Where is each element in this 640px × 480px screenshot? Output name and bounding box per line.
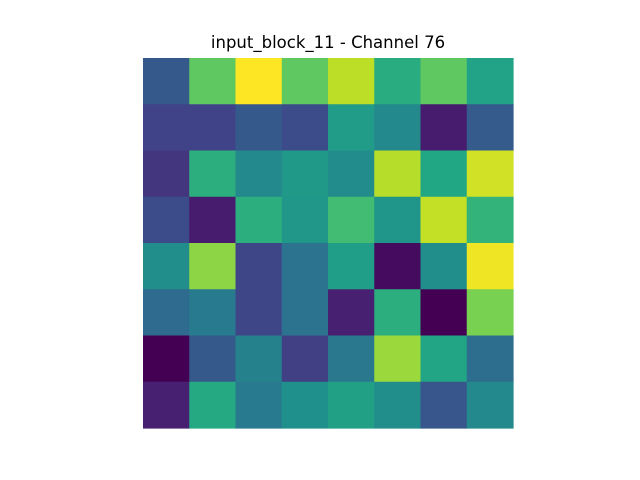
heatmap-cell-r0-c2 bbox=[235, 58, 283, 105]
heatmap-cell-r2-c5 bbox=[374, 150, 422, 198]
heatmap-cell-r5-c2 bbox=[235, 289, 283, 337]
heatmap-cell-r7-c1 bbox=[189, 381, 237, 429]
heatmap-cell-r0-c3 bbox=[281, 58, 329, 105]
heatmap-cell-r5-c1 bbox=[189, 289, 237, 337]
heatmap-cell-r1-c1 bbox=[189, 104, 237, 152]
heatmap-cell-r6-c5 bbox=[374, 335, 422, 383]
heatmap-cell-r5-c0 bbox=[143, 289, 190, 337]
heatmap-cell-r5-c3 bbox=[281, 289, 329, 337]
heatmap-cell-r1-c3 bbox=[281, 104, 329, 152]
heatmap-cell-r4-c2 bbox=[235, 243, 283, 290]
heatmap-cell-r5-c5 bbox=[374, 289, 422, 337]
heatmap-cell-r1-c4 bbox=[328, 104, 375, 152]
heatmap-cell-r3-c7 bbox=[466, 196, 514, 244]
heatmap-cell-r4-c0 bbox=[143, 243, 190, 290]
heatmap-cell-r4-c3 bbox=[281, 243, 329, 290]
heatmap-cell-r0-c4 bbox=[328, 58, 375, 105]
heatmap-cell-r3-c5 bbox=[374, 196, 422, 244]
heatmap-cell-r5-c4 bbox=[328, 289, 375, 337]
heatmap-cell-r6-c3 bbox=[281, 335, 329, 383]
heatmap-cell-r4-c5 bbox=[374, 243, 422, 290]
heatmap-cell-r3-c3 bbox=[281, 196, 329, 244]
heatmap-cell-r6-c0 bbox=[143, 335, 190, 383]
heatmap-cell-r1-c7 bbox=[466, 104, 514, 152]
heatmap-cell-r1-c5 bbox=[374, 104, 422, 152]
heatmap-cell-r6-c2 bbox=[235, 335, 283, 383]
heatmap-cell-r1-c6 bbox=[420, 104, 468, 152]
heatmap-cell-r0-c0 bbox=[143, 58, 190, 105]
heatmap-cell-r7-c0 bbox=[143, 381, 190, 429]
heatmap-cell-r5-c7 bbox=[466, 289, 514, 337]
heatmap-cell-r7-c6 bbox=[420, 381, 468, 429]
heatmap-cell-r1-c2 bbox=[235, 104, 283, 152]
heatmap-cell-r7-c3 bbox=[281, 381, 329, 429]
heatmap-cell-r1-c0 bbox=[143, 104, 190, 152]
heatmap-cell-r3-c2 bbox=[235, 196, 283, 244]
heatmap-cell-r7-c7 bbox=[466, 381, 514, 429]
heatmap-cell-r0-c7 bbox=[466, 58, 514, 105]
heatmap-cell-r0-c6 bbox=[420, 58, 468, 105]
chart-title: input_block_11 - Channel 76 bbox=[210, 33, 446, 52]
heatmap-cell-r7-c2 bbox=[235, 381, 283, 429]
heatmap-cell-r7-c5 bbox=[374, 381, 422, 429]
heatmap-cell-r3-c1 bbox=[189, 196, 237, 244]
heatmap-cell-r7-c4 bbox=[328, 381, 375, 429]
heatmap-cell-r4-c1 bbox=[189, 243, 237, 290]
heatmap-cell-r4-c6 bbox=[420, 243, 468, 290]
heatmap-cell-r4-c4 bbox=[328, 243, 375, 290]
heatmap-cell-r2-c4 bbox=[328, 150, 375, 198]
heatmap-cell-r5-c6 bbox=[420, 289, 468, 337]
heatmap-cell-r0-c5 bbox=[374, 58, 422, 105]
heatmap-cell-r3-c4 bbox=[328, 196, 375, 244]
heatmap-cell-r3-c0 bbox=[143, 196, 190, 244]
heatmap-cell-r2-c3 bbox=[281, 150, 329, 198]
heatmap-cell-r6-c6 bbox=[420, 335, 468, 383]
heatmap-cell-r2-c6 bbox=[420, 150, 468, 198]
heatmap-cell-r0-c1 bbox=[189, 58, 237, 105]
heatmap-cell-r4-c7 bbox=[466, 243, 514, 290]
heatmap-cell-r6-c1 bbox=[189, 335, 237, 383]
heatmap-cell-r3-c6 bbox=[420, 196, 468, 244]
heatmap-cell-r2-c1 bbox=[189, 150, 237, 198]
heatmap-cell-r2-c0 bbox=[143, 150, 190, 198]
heatmap-cell-r6-c7 bbox=[466, 335, 514, 383]
heatmap-cell-r2-c2 bbox=[235, 150, 283, 198]
heatmap-cell-r6-c4 bbox=[328, 335, 375, 383]
heatmap-cell-r2-c7 bbox=[466, 150, 514, 198]
